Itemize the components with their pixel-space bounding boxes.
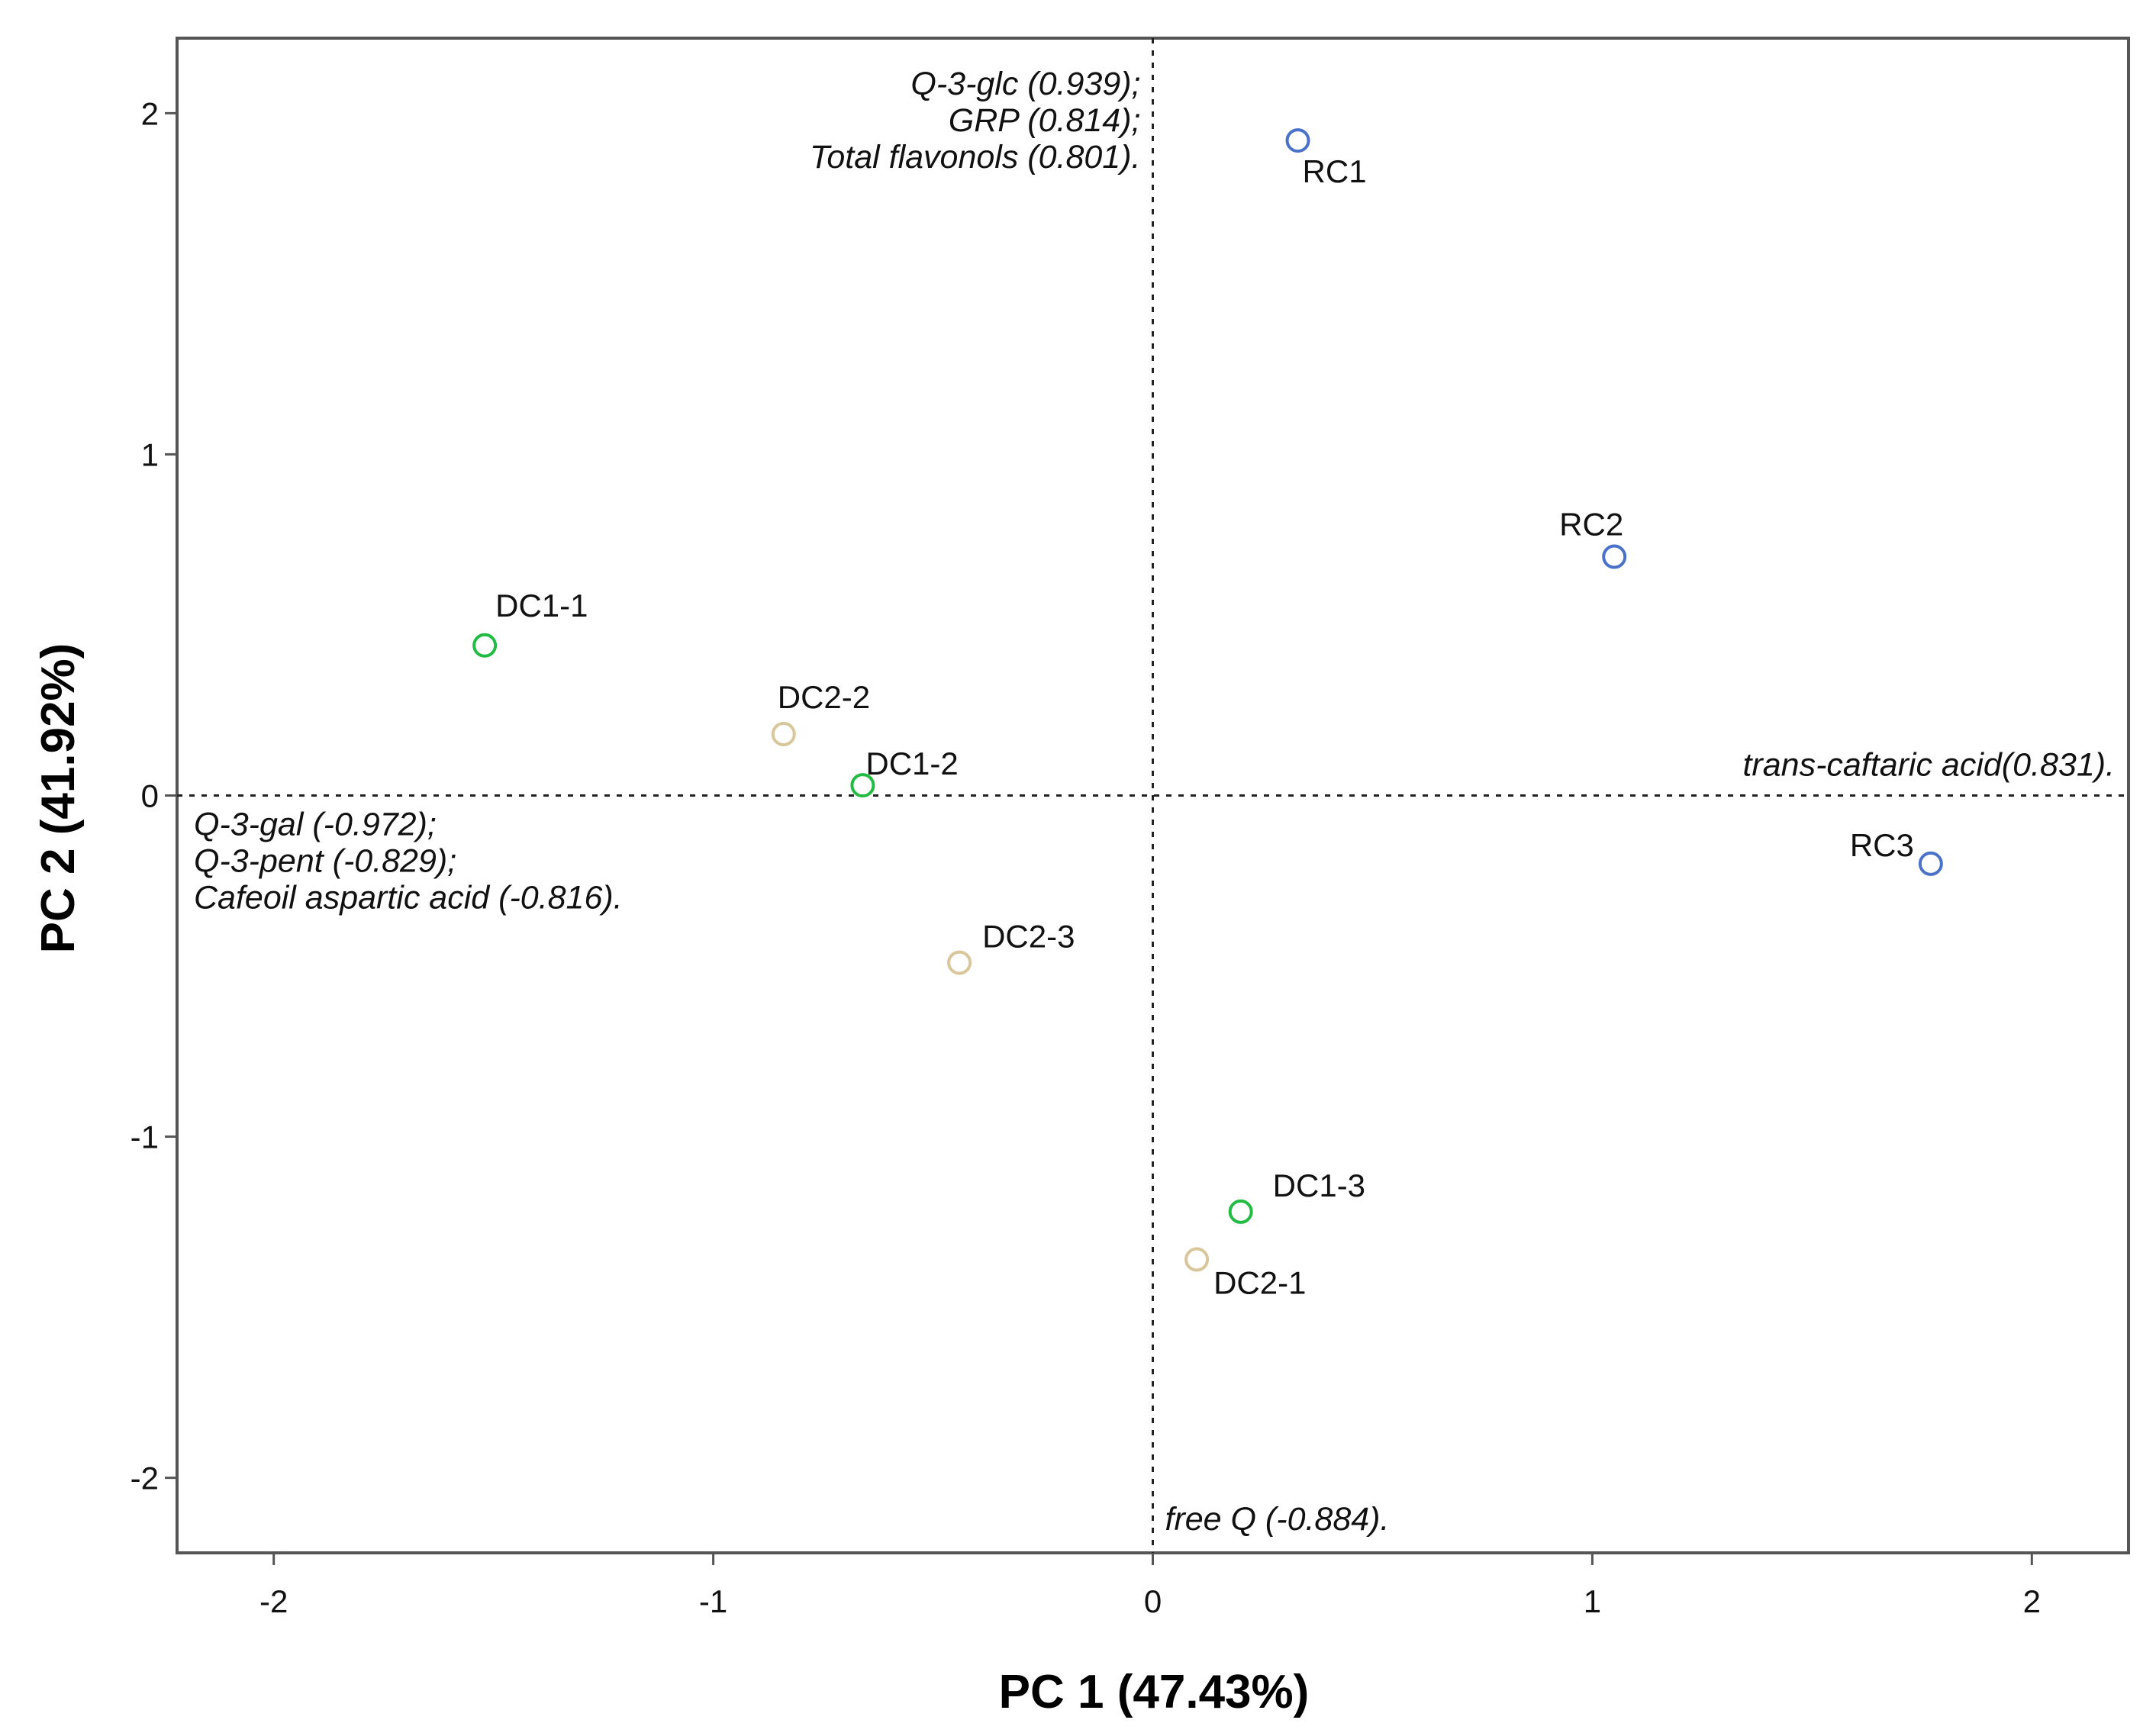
point-rc1 <box>1285 128 1310 153</box>
loading-annotations: Q-3-glc (0.939);GRP (0.814);Total flavon… <box>194 66 2115 1538</box>
x-axis-title: PC 1 (47.43%) <box>999 1666 1310 1718</box>
pc1-positive-loading: trans-caftaric acid(0.831). <box>1742 747 2115 784</box>
x-tick-label: -2 <box>259 1583 288 1619</box>
y-tick-label: 0 <box>141 778 159 814</box>
pc2-positive-loading: Total flavonols (0.801). <box>810 139 1140 176</box>
pc1-negative-loading: Cafeoil aspartic acid (-0.816). <box>194 880 623 916</box>
x-tick-label: -1 <box>699 1583 727 1619</box>
point-dc2-3 <box>947 950 972 975</box>
point-label-dc1-3: DC1-3 <box>1273 1168 1365 1203</box>
point-label-rc1: RC1 <box>1303 153 1367 189</box>
x-tick-label: 1 <box>1584 1583 1601 1619</box>
point-dc2-2 <box>771 722 796 747</box>
point-label-dc1-1: DC1-1 <box>495 588 588 623</box>
point-label-dc1-2: DC1-2 <box>865 746 958 781</box>
point-label-rc2: RC2 <box>1559 507 1623 543</box>
point-label-rc3: RC3 <box>1850 827 1914 863</box>
y-tick-label: -2 <box>131 1461 159 1496</box>
point-rc2 <box>1602 544 1627 569</box>
point-dc1-3 <box>1228 1199 1253 1224</box>
pc1-negative-loading: Q-3-gal (-0.972); <box>194 807 437 843</box>
x-tick-label: 0 <box>1144 1583 1162 1619</box>
y-axis-title: PC 2 (41.92%) <box>32 643 85 954</box>
axes: -2 -1 0 1 2 -2 -1 0 1 2 <box>131 95 2041 1619</box>
point-dc2-1 <box>1184 1247 1210 1272</box>
point-label-dc2-1: DC2-1 <box>1213 1265 1306 1301</box>
x-tick-label: 2 <box>2023 1583 2041 1619</box>
reference-lines <box>177 38 2129 1553</box>
pc2-negative-loading: free Q (-0.884). <box>1165 1501 1390 1538</box>
point-dc1-2 <box>850 773 875 798</box>
y-tick-label: -1 <box>131 1119 159 1155</box>
pc1-negative-loading: Q-3-pent (-0.829); <box>194 843 456 880</box>
point-label-dc2-3: DC2-3 <box>982 919 1075 955</box>
y-tick-label: 2 <box>141 95 159 131</box>
point-rc3 <box>1918 851 1943 876</box>
y-tick-label: 1 <box>141 436 159 472</box>
pc2-positive-loading: GRP (0.814); <box>949 102 1141 139</box>
point-label-dc2-2: DC2-2 <box>778 679 870 715</box>
data-points: RC1 RC2 RC3 DC1-1 DC1-2 DC1-3 DC2-2 DC2-3 DC2-1 <box>472 128 1943 1301</box>
pc2-positive-loading: Q-3-glc (0.939); <box>910 66 1140 102</box>
point-dc1-1 <box>472 633 498 658</box>
